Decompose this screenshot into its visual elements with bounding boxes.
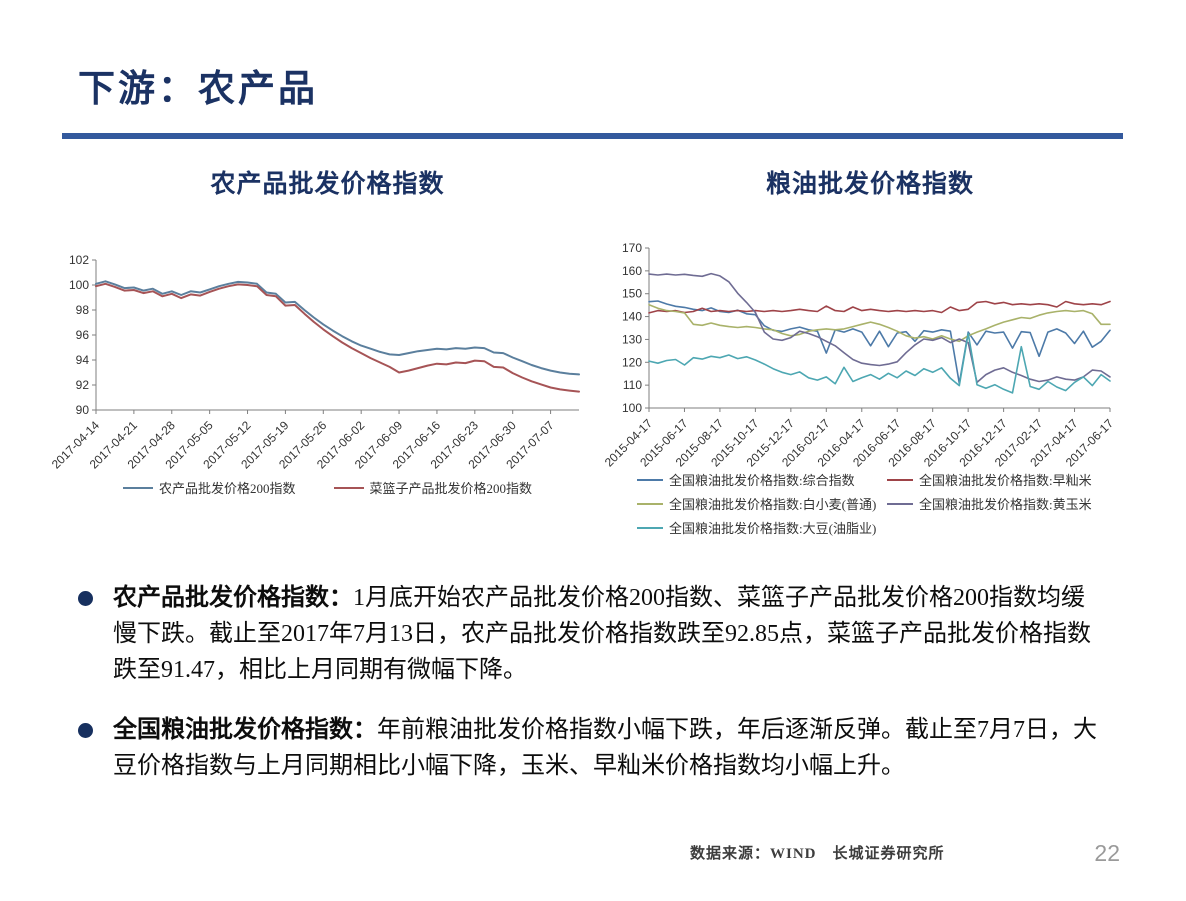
- series-line-1: [95, 282, 580, 393]
- legend-item: 全国粮油批发价格指数:早籼米: [887, 470, 1092, 489]
- y-tick-label: 130: [622, 332, 642, 346]
- legend-label: 全国粮油批发价格指数:早籼米: [919, 473, 1092, 488]
- legend-label: 全国粮油批发价格指数:黄玉米: [919, 497, 1092, 512]
- legend-item: 农产品批发价格200指数: [122, 478, 296, 497]
- y-tick-label: 98: [76, 303, 90, 317]
- right-chart-section: 粮油批发价格指数 100 110 120 130 140 150 160 170 2015-04…: [602, 160, 1125, 537]
- series-line-3: [648, 272, 1111, 384]
- bullet-body: 1月底开始农产品批发价格200指数、菜篮子产品批发价格200指数均缓慢下跌。截止…: [113, 585, 1091, 683]
- left-chart-title: 农产品批发价格指数: [210, 171, 445, 198]
- legend-swatch: [637, 478, 663, 481]
- bullet-item: 农产品批发价格指数：1月底开始农产品批发价格200指数、菜篮子产品批发价格200…: [78, 580, 1108, 688]
- bullet-body: 年前粮油批发价格指数小幅下跌，年后逐渐反弹。截止至7月7日，大豆价格指数与上月同…: [113, 717, 1097, 779]
- y-tick-label: 140: [622, 310, 642, 324]
- bullet-lead: 全国粮油批发价格指数：: [113, 717, 377, 743]
- y-tick-label: 160: [622, 264, 642, 278]
- legend-item: 全国粮油批发价格指数:综合指数: [637, 470, 887, 489]
- chart-axes: [648, 248, 1110, 409]
- y-tick-label: 90: [76, 403, 90, 417]
- legend-label: 农产品批发价格200指数: [158, 481, 296, 496]
- legend-item: 全国粮油批发价格指数:黄玉米: [887, 494, 1092, 513]
- right-chart-title: 粮油批发价格指数: [765, 171, 974, 198]
- left-chart-canvas: 90929496981001022017-04-142017-04-212017…: [49, 253, 580, 472]
- bullet-item: 全国粮油批发价格指数：年前粮油批发价格指数小幅下跌，年后逐渐反弹。截止至7月7日…: [78, 712, 1108, 784]
- y-tick-label: 92: [76, 378, 90, 392]
- y-tick-label: 100: [622, 401, 642, 415]
- y-tick-label: 150: [622, 287, 642, 301]
- y-tick-label: 100: [69, 278, 89, 292]
- legend-swatch: [333, 486, 364, 489]
- legend-item: 全国粮油批发价格指数:大豆(油脂业): [637, 518, 887, 537]
- page-title: 下游：农产品: [78, 69, 318, 110]
- series-line-0: [648, 300, 1111, 385]
- legend-swatch: [637, 502, 663, 505]
- y-tick-label: 96: [76, 328, 90, 342]
- series-line-2: [648, 303, 1111, 343]
- legend-label: 全国粮油批发价格指数:综合指数: [669, 473, 855, 488]
- legend-swatch: [887, 502, 913, 505]
- legend-label: 菜篮子产品批发价格200指数: [369, 481, 533, 496]
- title-divider: [62, 133, 1123, 139]
- legend-swatch: [637, 526, 663, 529]
- legend-item: 全国粮油批发价格指数:白小麦(普通): [637, 494, 887, 513]
- legend-swatch: [887, 478, 913, 481]
- series-line-4: [648, 332, 1111, 394]
- chart-axes: [95, 260, 579, 411]
- bullet-lead: 农产品批发价格指数：: [113, 585, 353, 611]
- data-source-note: 数据来源：WIND 长城证券研究所: [690, 846, 945, 862]
- right-chart-canvas: 1001101201301401501601702015-04-172015-0…: [602, 241, 1117, 470]
- bullet-dot-icon: [78, 591, 93, 606]
- bullet-dot-icon: [78, 723, 93, 738]
- legend-swatch: [122, 486, 153, 489]
- bullet-text: 农产品批发价格指数：1月底开始农产品批发价格200指数、菜篮子产品批发价格200…: [113, 580, 1108, 688]
- y-tick-label: 110: [623, 378, 642, 392]
- legend-item: 菜篮子产品批发价格200指数: [333, 478, 533, 497]
- left-chart-section: 农产品批发价格指数 90 92 94 96 98 100 102 2017-04-14 2017…: [49, 160, 585, 497]
- series-line-0: [95, 280, 580, 376]
- legend-label: 全国粮油批发价格指数:白小麦(普通): [669, 497, 877, 512]
- legend-label: 全国粮油批发价格指数:大豆(油脂业): [669, 521, 877, 536]
- bullet-list: 农产品批发价格指数：1月底开始农产品批发价格200指数、菜篮子产品批发价格200…: [78, 580, 1108, 808]
- bullet-text: 全国粮油批发价格指数：年前粮油批发价格指数小幅下跌，年后逐渐反弹。截止至7月7日…: [113, 712, 1108, 784]
- left-chart-legend: 农产品批发价格200指数 菜篮子产品批发价格200指数: [70, 478, 585, 497]
- page-number: 22: [1094, 840, 1120, 866]
- right-chart-legend: 全国粮油批发价格指数:综合指数 全国粮油批发价格指数:早籼米 全国粮油批发价格指数:…: [615, 470, 1125, 537]
- y-tick-label: 94: [76, 353, 90, 367]
- y-tick-label: 170: [622, 241, 642, 255]
- series-line-1: [648, 300, 1111, 314]
- y-tick-label: 120: [622, 355, 642, 369]
- y-tick-label: 102: [69, 253, 89, 267]
